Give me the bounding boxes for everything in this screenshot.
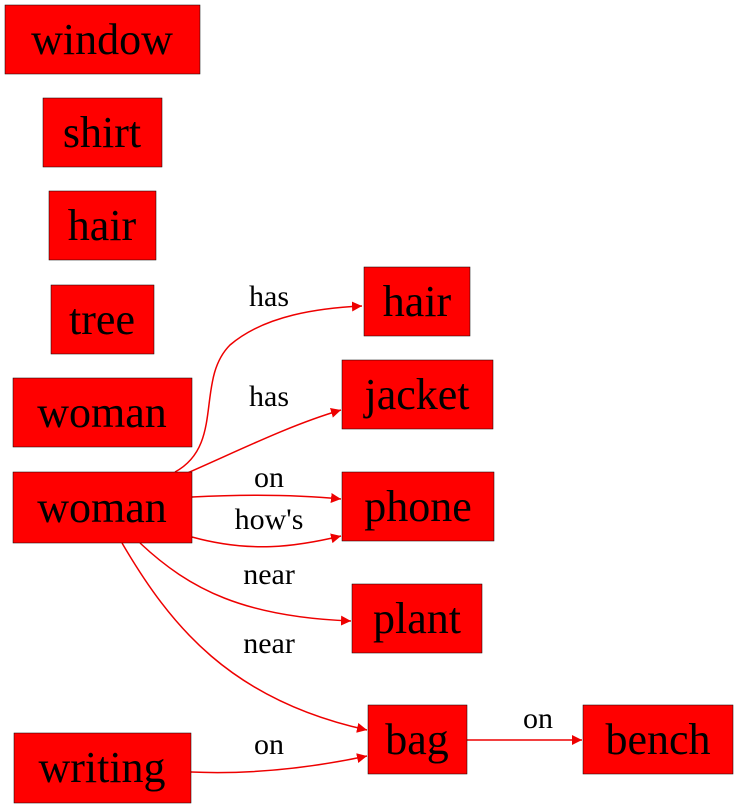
edge-label-woman-jacket: has <box>249 380 289 413</box>
edge-label-writing-bag: on <box>254 728 284 761</box>
node-plant: plant <box>351 583 483 654</box>
node-woman-lower: woman <box>12 471 193 544</box>
edge-woman-phone-on <box>191 493 342 504</box>
node-label-bag: bag <box>385 715 449 764</box>
edge-writing-bag <box>190 753 368 774</box>
edge-woman-phone-hows <box>191 533 342 548</box>
edge-label-bag-bench: on <box>523 702 553 735</box>
edge-labels: has has on how's near near on on <box>235 280 553 761</box>
node-label-tree: tree <box>69 295 135 344</box>
edge-woman-jacket <box>184 408 342 475</box>
node-label-woman-upper: woman <box>37 388 167 437</box>
node-window: window <box>4 4 201 75</box>
node-bag: bag <box>367 704 468 775</box>
node-label-window: window <box>31 15 173 64</box>
node-tree: tree <box>50 284 155 355</box>
node-phone: phone <box>341 471 495 542</box>
node-writing: writing <box>13 732 192 804</box>
node-hair-right: hair <box>363 266 471 337</box>
node-shirt: shirt <box>42 97 163 168</box>
node-label-jacket: jacket <box>362 370 469 419</box>
edge-woman-plant <box>139 542 352 626</box>
edge-label-woman-plant: near <box>243 558 295 591</box>
edge-woman-bag <box>121 542 368 733</box>
node-label-shirt: shirt <box>63 108 141 157</box>
edge-woman-hair <box>174 301 363 473</box>
node-label-phone: phone <box>364 482 472 531</box>
node-label-hair-left: hair <box>68 201 137 250</box>
node-label-hair-right: hair <box>383 277 452 326</box>
edge-label-woman-bag: near <box>243 627 295 660</box>
node-jacket: jacket <box>341 359 494 430</box>
edges <box>121 301 582 774</box>
node-label-writing: writing <box>38 743 165 792</box>
edge-label-woman-phone-hows: how's <box>235 503 304 536</box>
node-bench: bench <box>582 704 734 775</box>
node-woman-upper: woman <box>12 377 193 448</box>
edge-label-woman-phone-on: on <box>254 461 284 494</box>
node-hair-left: hair <box>48 190 157 261</box>
node-label-woman-lower: woman <box>37 483 167 532</box>
edge-label-woman-hair: has <box>249 280 289 313</box>
node-label-plant: plant <box>373 594 461 643</box>
nodes: window shirt hair tree woman woman writi… <box>4 4 734 804</box>
node-label-bench: bench <box>605 715 710 764</box>
